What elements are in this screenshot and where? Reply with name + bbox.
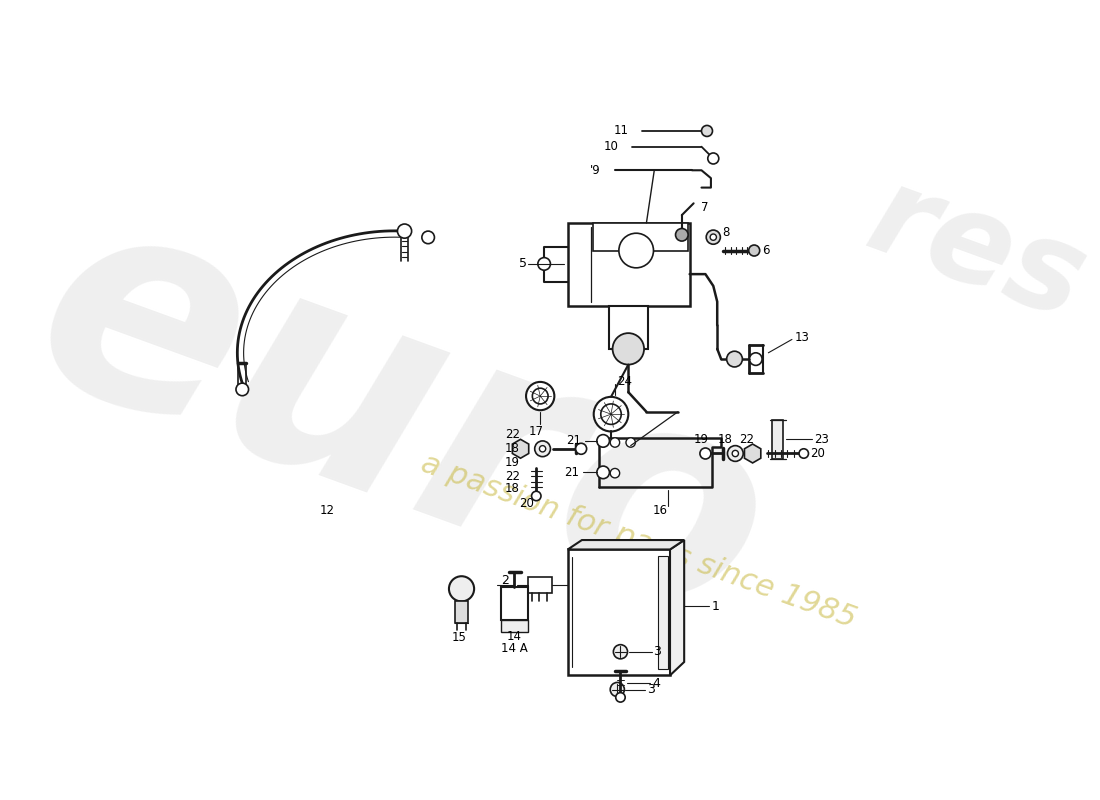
Bar <box>608 306 648 349</box>
Text: 21: 21 <box>566 434 581 447</box>
Text: 12: 12 <box>320 504 334 517</box>
Circle shape <box>619 234 653 268</box>
Bar <box>593 223 689 250</box>
Text: 19: 19 <box>694 433 710 446</box>
Polygon shape <box>745 444 761 463</box>
Circle shape <box>526 382 554 410</box>
Circle shape <box>236 383 249 396</box>
Bar <box>455 602 468 623</box>
Text: 1: 1 <box>712 600 719 613</box>
Text: 3: 3 <box>653 646 661 658</box>
Circle shape <box>727 351 742 367</box>
Circle shape <box>601 404 621 424</box>
Circle shape <box>799 449 808 458</box>
Circle shape <box>706 230 721 244</box>
Circle shape <box>675 229 689 241</box>
Text: 5: 5 <box>519 258 527 270</box>
Polygon shape <box>568 540 684 550</box>
Text: 18: 18 <box>505 442 519 455</box>
Text: 20: 20 <box>810 447 825 460</box>
Circle shape <box>575 443 586 454</box>
Text: 22: 22 <box>505 470 520 483</box>
Circle shape <box>538 258 550 270</box>
Circle shape <box>711 234 716 240</box>
Text: 11: 11 <box>614 125 629 138</box>
Polygon shape <box>513 439 529 458</box>
Text: 23: 23 <box>814 433 829 446</box>
Circle shape <box>610 438 619 447</box>
Circle shape <box>733 450 738 457</box>
Circle shape <box>727 446 744 462</box>
Bar <box>500 620 528 632</box>
Text: 13: 13 <box>794 331 810 344</box>
Text: 7: 7 <box>702 201 710 214</box>
Circle shape <box>749 245 760 256</box>
Bar <box>500 587 528 620</box>
Text: 4: 4 <box>652 677 660 690</box>
Text: 15: 15 <box>452 631 466 644</box>
Text: res: res <box>852 156 1100 345</box>
Text: 21: 21 <box>564 466 580 479</box>
Bar <box>568 550 670 675</box>
Text: 8: 8 <box>723 226 730 239</box>
Circle shape <box>613 333 645 365</box>
Circle shape <box>707 153 718 164</box>
Circle shape <box>594 397 628 431</box>
Text: 6: 6 <box>762 244 770 257</box>
Circle shape <box>531 491 541 501</box>
Circle shape <box>532 388 548 404</box>
Text: 14 A: 14 A <box>500 642 528 655</box>
Text: '9: '9 <box>590 164 601 177</box>
Circle shape <box>702 126 713 137</box>
Circle shape <box>610 469 619 478</box>
Circle shape <box>422 231 435 244</box>
Bar <box>658 556 668 669</box>
Circle shape <box>597 434 609 447</box>
Bar <box>568 223 690 306</box>
Text: 17: 17 <box>529 425 543 438</box>
Text: 18: 18 <box>505 482 519 494</box>
Polygon shape <box>670 540 684 675</box>
Circle shape <box>539 446 546 452</box>
Text: 2: 2 <box>500 574 508 587</box>
Circle shape <box>597 466 609 478</box>
Circle shape <box>397 224 411 238</box>
Text: 20: 20 <box>519 498 535 510</box>
Text: 24: 24 <box>617 374 632 388</box>
Circle shape <box>616 693 625 702</box>
Bar <box>772 420 783 459</box>
Circle shape <box>614 645 627 659</box>
Bar <box>528 577 552 593</box>
Circle shape <box>610 682 625 697</box>
Circle shape <box>449 576 474 602</box>
Text: a passion for parts since 1985: a passion for parts since 1985 <box>417 449 860 634</box>
Text: 16: 16 <box>652 504 668 517</box>
Text: 18: 18 <box>717 433 733 446</box>
Circle shape <box>626 438 636 447</box>
Text: 22: 22 <box>739 433 755 446</box>
Text: 14: 14 <box>507 630 521 642</box>
Text: 19: 19 <box>505 457 520 470</box>
Circle shape <box>700 448 711 459</box>
Text: 22: 22 <box>505 428 520 441</box>
Text: euro: euro <box>2 162 803 685</box>
Circle shape <box>749 353 762 366</box>
Text: 10: 10 <box>604 140 619 153</box>
Text: 3: 3 <box>647 683 656 696</box>
Circle shape <box>535 441 550 457</box>
